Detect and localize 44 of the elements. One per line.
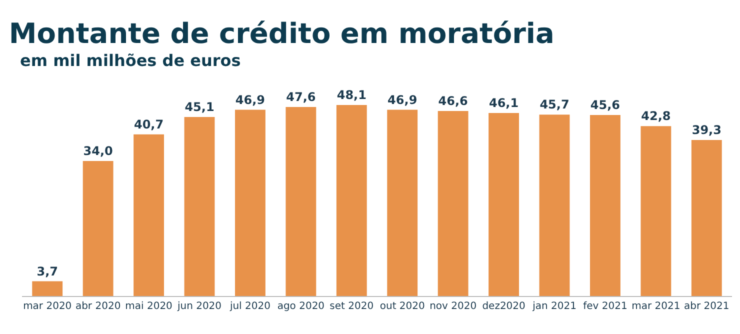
data-label: 46,9 [388,92,418,107]
x-tick-label: nov 2020 [430,301,477,312]
x-tick-label: jan 2021 [532,301,576,312]
bar [184,116,215,296]
x-tick-label: jul 2020 [228,301,270,312]
x-tick-label: abr 2021 [684,301,730,312]
bar [640,126,672,296]
x-tick-label: dez2020 [482,301,526,312]
bar [82,161,114,296]
data-label: 46,1 [488,96,519,110]
bar [488,112,519,296]
bar [387,110,418,296]
x-tick-label: set 2020 [330,301,374,312]
data-label: 39,3 [692,122,722,137]
bar [336,105,367,296]
data-label: 46,9 [235,92,266,107]
bar [32,281,63,296]
data-label: 3,7 [36,264,58,278]
data-label: 48,1 [336,88,366,102]
x-tick-label: mai 2020 [125,301,172,312]
data-label: 45,1 [184,100,214,114]
bar [235,110,266,296]
data-label: 40,7 [134,117,164,132]
data-label: 42,8 [641,109,671,124]
x-tick-label: jun 2020 [176,301,222,312]
data-label: 34,0 [83,144,113,158]
chart-subtitle: em mil milhões de euros [20,51,241,70]
bar [438,111,468,296]
x-tick-label: out 2020 [380,301,425,312]
data-label: 47,6 [286,90,316,104]
chart-title: Montante de crédito em moratória [8,17,554,50]
x-tick-label: abr 2020 [75,301,121,312]
x-tick-label: mar 2021 [632,301,680,312]
x-tick-label: fev 2021 [583,301,628,312]
x-tick-label: mar 2020 [23,301,72,312]
data-label: 46,6 [438,94,468,108]
x-tick-label: ago 2020 [277,301,325,312]
data-label: 45,7 [540,98,570,112]
bar [691,140,722,296]
bar [134,134,164,296]
bar [539,114,570,296]
bar [286,107,316,296]
bar [590,114,620,296]
data-label: 45,6 [590,98,620,112]
